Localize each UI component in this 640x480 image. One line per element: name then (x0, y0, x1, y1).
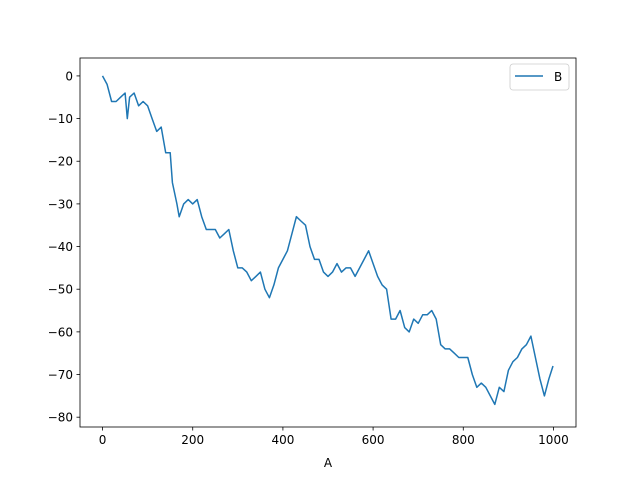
y-tick-label: −60 (48, 325, 73, 339)
y-tick-label: −40 (48, 240, 73, 254)
x-tick-label: 0 (99, 433, 107, 447)
y-tick-label: −10 (48, 112, 73, 126)
legend: B (509, 63, 570, 91)
x-tick-label: 800 (452, 433, 475, 447)
y-tick-label: −70 (48, 368, 73, 382)
y-tick-label: 0 (65, 69, 73, 83)
y-tick-label: −80 (48, 411, 73, 425)
x-tick-label: 600 (362, 433, 385, 447)
x-tick-label: 400 (271, 433, 294, 447)
legend-label: B (554, 70, 562, 84)
axes-frame (79, 57, 577, 428)
y-tick-label: −50 (48, 283, 73, 297)
y-tick-label: −30 (48, 197, 73, 211)
plot-area (101, 75, 554, 406)
series-line-B (101, 75, 554, 406)
y-axis: 0 −10 −20 −30 −40 −50 −60 −70 −80 (48, 69, 80, 425)
x-tick-label: 200 (181, 433, 204, 447)
x-axis: 0 200 400 600 800 1000 (99, 427, 569, 447)
x-tick-label: 1000 (538, 433, 569, 447)
legend-box (509, 63, 570, 91)
x-axis-label: A (324, 456, 333, 470)
y-tick-label: −20 (48, 155, 73, 169)
